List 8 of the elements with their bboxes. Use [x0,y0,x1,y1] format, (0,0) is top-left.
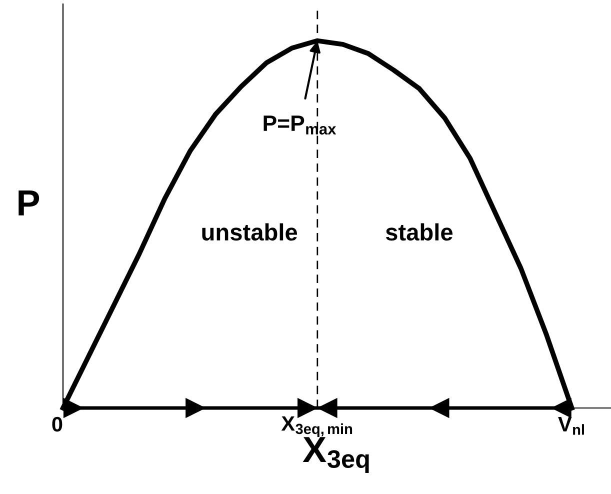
annotation: P=P$_{max}$ [264,116,336,135]
x-tick-label: V$_{nl}$ [558,417,584,435]
y-axis-title: P [18,190,40,216]
annotation: unstable [202,223,298,241]
x-axis-title: X$_{3eq}$ [302,437,369,473]
x-tick-label: X$_{3eq,min}$ [281,416,352,437]
annotation: stable [386,223,453,241]
x-tick-label: 0 [52,416,62,432]
